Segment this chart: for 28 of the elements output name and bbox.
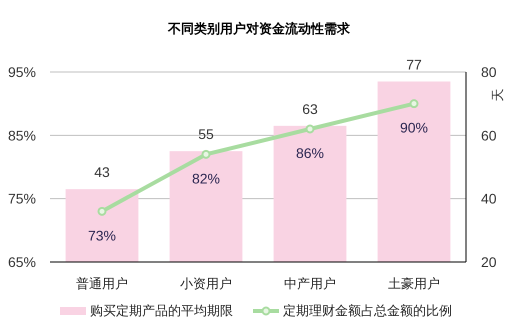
- legend-label: 购买定期产品的平均期限: [90, 303, 233, 318]
- data-label: 86%: [296, 145, 324, 161]
- point: [410, 99, 418, 108]
- x-tick-label: 普通用户: [76, 276, 128, 291]
- chart-title: 不同类别用户对资金流动性需求: [167, 21, 351, 36]
- x-tick-label: 土豪用户: [388, 276, 440, 291]
- point: [202, 150, 210, 159]
- y-tick-label: 85%: [8, 127, 36, 144]
- point: [98, 206, 106, 216]
- y2-tick-label: 80: [481, 64, 497, 80]
- y-tick-label: 95%: [8, 64, 36, 80]
- y2-axis-title: 天: [490, 88, 505, 102]
- x-tick-label: 小资用户: [180, 276, 232, 291]
- legend-label: 定期理财金额占总金额的比例: [283, 303, 452, 318]
- data-label: 77: [406, 56, 422, 72]
- data-label: 63: [302, 100, 318, 117]
- y2-tick-label: 40: [481, 190, 497, 207]
- y2-tick-label: 20: [481, 254, 497, 270]
- y2-tick-label: 60: [481, 127, 497, 144]
- y-tick-label: 65%: [8, 254, 36, 270]
- data-label: 82%: [192, 170, 220, 186]
- data-label: 90%: [400, 120, 428, 136]
- data-label: 73%: [88, 227, 116, 244]
- point: [306, 124, 314, 134]
- data-label: 55: [198, 126, 214, 142]
- y-tick-label: 75%: [8, 190, 36, 207]
- x-tick-label: 中产用户: [284, 276, 336, 291]
- data-label: 43: [94, 164, 110, 180]
